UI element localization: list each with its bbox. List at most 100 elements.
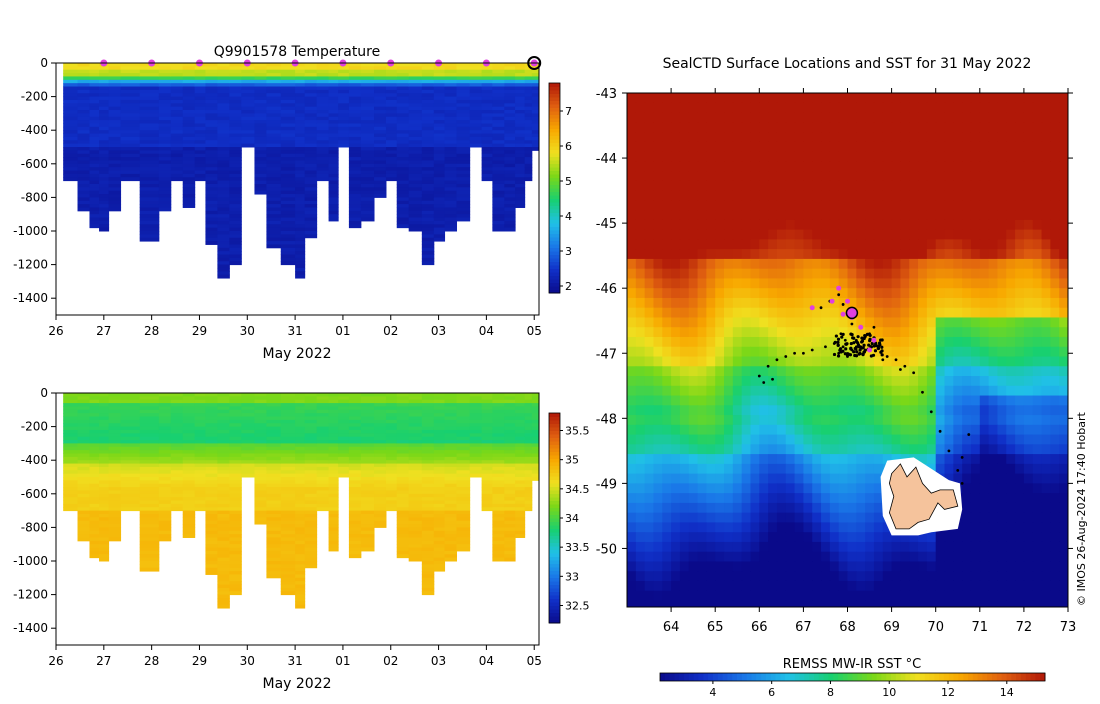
- section-cell: [317, 423, 329, 427]
- section-cell: [183, 413, 195, 417]
- section-cell: [409, 467, 423, 471]
- sst-cell: [777, 132, 786, 142]
- section-cell: [78, 184, 90, 188]
- sst-cell: [830, 181, 839, 191]
- section-cell: [109, 90, 121, 94]
- section-cell: [445, 464, 457, 468]
- section-cell: [338, 90, 349, 94]
- section-cell: [329, 134, 339, 138]
- sst-cell: [909, 288, 918, 298]
- sst-cell: [865, 113, 874, 123]
- section-cell: [281, 120, 296, 124]
- sst-cell: [821, 181, 830, 191]
- section-cell: [525, 80, 533, 84]
- section-cell: [183, 174, 195, 178]
- section-cell: [305, 134, 317, 138]
- sst-cell: [768, 249, 777, 259]
- section-cell: [183, 150, 195, 154]
- section-cell: [159, 73, 171, 77]
- section-cell: [457, 400, 471, 404]
- section-cell: [397, 134, 409, 138]
- colorbar-step: [549, 178, 560, 182]
- section-cell: [254, 191, 266, 195]
- sst-cell: [1033, 152, 1042, 162]
- section-cell: [329, 147, 339, 151]
- section-cell: [445, 517, 457, 521]
- section-cell: [445, 548, 457, 552]
- section-cell: [361, 501, 375, 505]
- section-cell: [482, 160, 493, 164]
- section-cell: [422, 561, 434, 565]
- section-cell: [338, 470, 349, 474]
- section-cell: [504, 406, 515, 410]
- sst-cell: [1006, 103, 1015, 113]
- section-cell: [78, 427, 90, 431]
- section-cell: [229, 406, 241, 410]
- colorbar-step: [549, 251, 560, 255]
- section-cell: [99, 396, 109, 400]
- section-cell: [159, 464, 171, 468]
- section-cell: [386, 147, 397, 151]
- section-cell: [361, 204, 375, 208]
- section-cell: [89, 117, 99, 121]
- sst-cell: [953, 132, 962, 142]
- sst-cell: [662, 93, 671, 103]
- section-cell: [397, 537, 409, 541]
- sst-cell: [945, 200, 954, 210]
- section-cell: [361, 110, 375, 114]
- sst-cell: [1059, 171, 1068, 181]
- section-cell: [217, 548, 229, 552]
- section-cell: [266, 464, 281, 468]
- section-cell: [361, 66, 375, 70]
- sst-cell: [768, 152, 777, 162]
- section-cell: [457, 487, 471, 491]
- sst-cell: [856, 200, 865, 210]
- x-tick-label: 05: [527, 324, 542, 338]
- section-cell: [397, 430, 409, 434]
- section-cell: [266, 453, 281, 457]
- sst-cell: [945, 239, 954, 249]
- section-cell: [217, 440, 229, 444]
- section-cell: [109, 501, 121, 505]
- sst-cell: [786, 298, 795, 308]
- section-cell: [254, 450, 266, 454]
- section-cell: [504, 400, 515, 404]
- section-cell: [482, 443, 493, 447]
- section-cell: [525, 177, 533, 181]
- sst-cell: [812, 239, 821, 249]
- section-cell: [89, 204, 99, 208]
- sst-cell: [962, 113, 971, 123]
- section-cell: [183, 80, 195, 84]
- section-cell: [482, 470, 493, 474]
- colorbar-step: [549, 532, 560, 536]
- sst-cell: [1042, 171, 1051, 181]
- sst-cell: [680, 259, 689, 269]
- section-cell: [361, 147, 375, 151]
- section-cell: [241, 66, 255, 70]
- section-cell: [422, 234, 434, 238]
- sst-cell: [680, 181, 689, 191]
- section-cell: [195, 470, 206, 474]
- section-cell: [305, 191, 317, 195]
- section-cell: [159, 66, 171, 70]
- section-cell: [171, 93, 183, 97]
- section-cell: [63, 423, 78, 427]
- colorbar-step: [549, 490, 560, 494]
- section-cell: [295, 544, 305, 548]
- section-cell: [349, 403, 361, 407]
- section-cell: [374, 120, 386, 124]
- sst-cell: [971, 249, 980, 259]
- sst-cell: [795, 191, 804, 201]
- sst-cell: [927, 220, 936, 230]
- section-cell: [99, 214, 109, 218]
- section-cell: [89, 524, 99, 528]
- section-cell: [422, 231, 434, 235]
- section-cell: [361, 120, 375, 124]
- section-cell: [109, 420, 121, 424]
- sst-cell: [689, 308, 698, 318]
- sst-cell: [1042, 122, 1051, 132]
- section-cell: [397, 117, 409, 121]
- section-cell: [374, 487, 386, 491]
- sst-cell: [1024, 161, 1033, 171]
- section-cell: [397, 76, 409, 80]
